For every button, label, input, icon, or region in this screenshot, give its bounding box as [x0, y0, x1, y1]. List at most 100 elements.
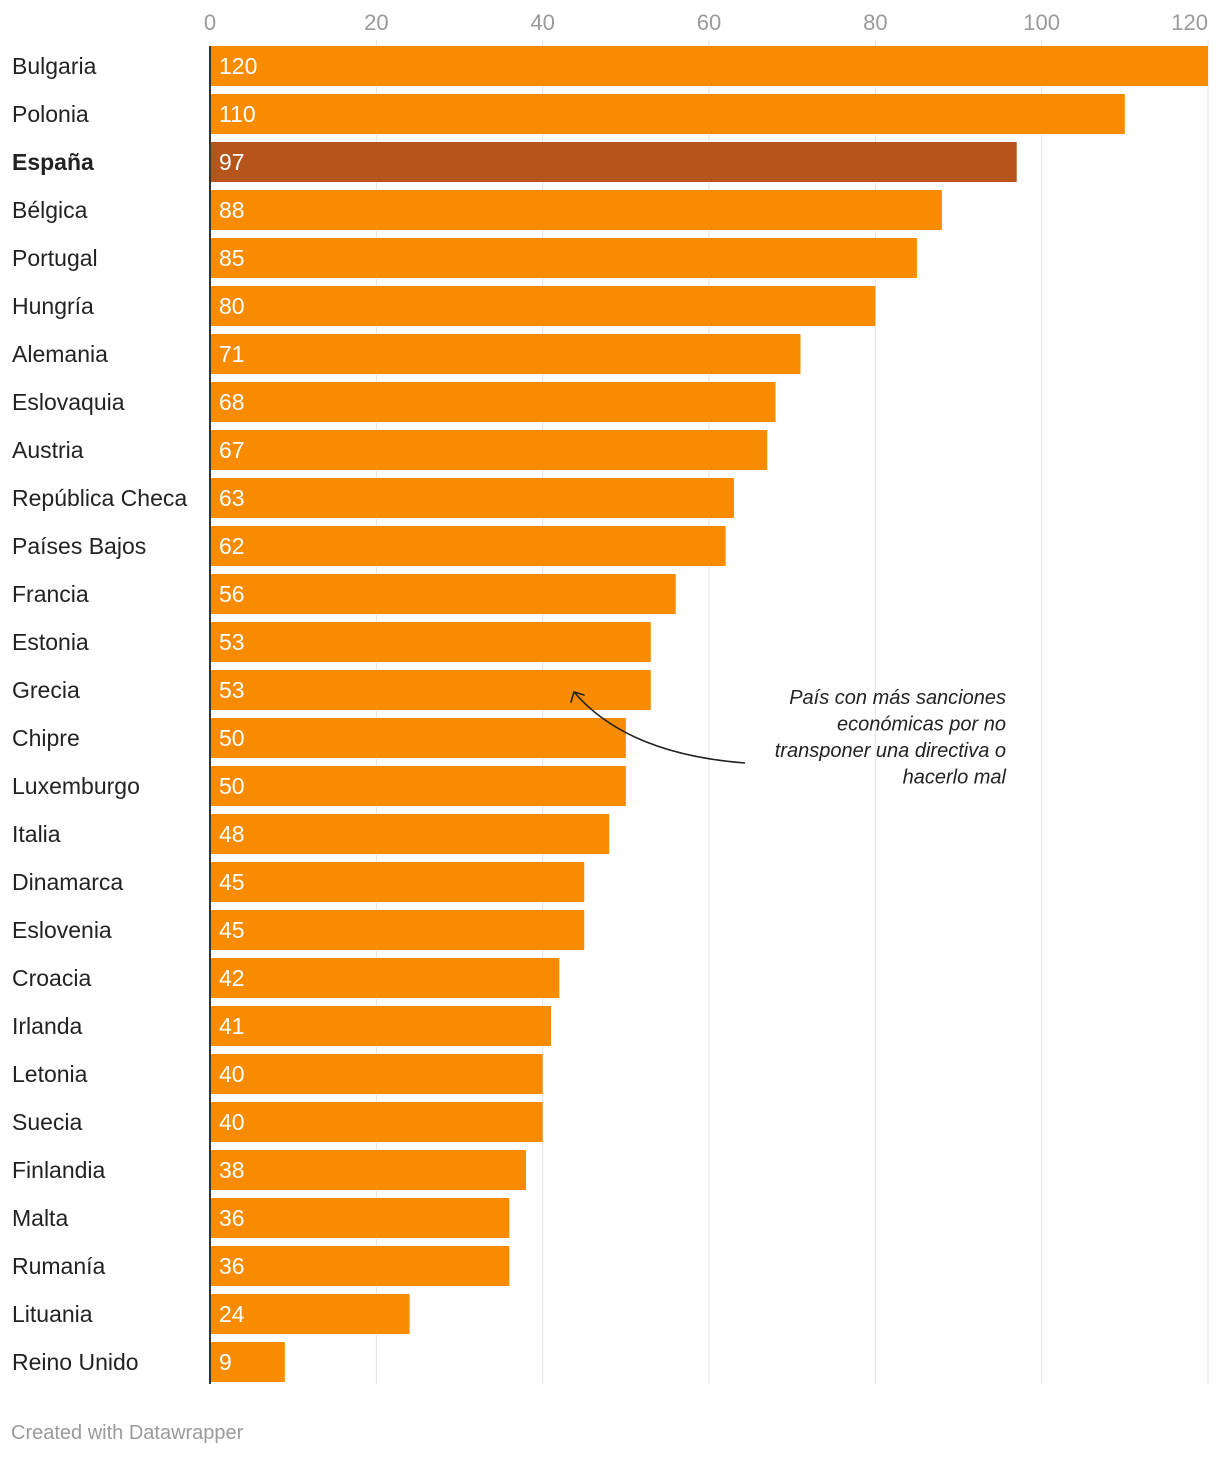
x-tick-label: 120	[1171, 10, 1208, 35]
category-label: Irlanda	[12, 1013, 83, 1039]
category-label: Letonia	[12, 1061, 88, 1087]
value-label: 62	[219, 533, 245, 559]
bar	[210, 334, 801, 374]
value-label: 24	[219, 1301, 245, 1327]
bar	[210, 382, 776, 422]
bar	[210, 142, 1017, 182]
value-label: 45	[219, 917, 245, 943]
category-label: Chipre	[12, 725, 80, 751]
category-label: Suecia	[12, 1109, 83, 1135]
bar	[210, 1342, 285, 1382]
x-tick-label: 0	[204, 10, 216, 35]
category-label: Lituania	[12, 1301, 93, 1327]
bar-chart: 0 20 40 60 80 100 120 120 Bulgaria 110 Polonia 97 Es…	[12, 10, 1209, 1384]
value-label: 53	[219, 629, 245, 655]
bar	[210, 430, 768, 470]
category-label: República Checa	[12, 485, 187, 511]
bar	[210, 1054, 543, 1094]
value-label: 50	[219, 725, 245, 751]
bar	[210, 718, 626, 758]
category-label: Luxemburgo	[12, 773, 140, 799]
arrow-head-icon	[570, 691, 585, 703]
value-label: 45	[219, 869, 245, 895]
value-label: 50	[219, 773, 245, 799]
bar	[210, 814, 610, 854]
bar	[210, 46, 1208, 86]
annotation-text: País con más sanciones	[789, 687, 1006, 709]
bar	[210, 1198, 510, 1238]
bar	[210, 478, 734, 518]
value-label: 110	[219, 101, 256, 127]
value-label: 85	[219, 245, 245, 271]
category-label: España	[12, 149, 94, 175]
category-label: Países Bajos	[12, 533, 146, 559]
category-label: Reino Unido	[12, 1349, 139, 1375]
bar	[210, 1150, 527, 1190]
bar	[210, 910, 585, 950]
annotation-text: económicas por no	[837, 714, 1006, 736]
category-label: Dinamarca	[12, 869, 123, 895]
bar	[210, 862, 585, 902]
value-label: 36	[219, 1205, 245, 1231]
value-label: 53	[219, 677, 245, 703]
category-label: Malta	[12, 1205, 68, 1231]
x-tick-label: 60	[697, 10, 721, 35]
category-label: Rumanía	[12, 1253, 106, 1279]
category-label: Eslovaquia	[12, 389, 125, 415]
value-label: 9	[219, 1349, 232, 1375]
category-label: Finlandia	[12, 1157, 106, 1183]
category-label: Grecia	[12, 677, 80, 703]
bar	[210, 1294, 410, 1334]
bar	[210, 574, 676, 614]
value-label: 80	[219, 293, 245, 319]
category-label: Portugal	[12, 245, 98, 271]
bar	[210, 1246, 510, 1286]
x-tick-label: 100	[1023, 10, 1060, 35]
value-label: 41	[219, 1013, 245, 1039]
bar	[210, 286, 876, 326]
x-tick-label: 20	[364, 10, 388, 35]
value-label: 40	[219, 1109, 245, 1135]
category-label: Francia	[12, 581, 89, 607]
category-label: Croacia	[12, 965, 91, 991]
value-label: 120	[219, 53, 257, 79]
value-label: 38	[219, 1157, 245, 1183]
value-label: 68	[219, 389, 245, 415]
value-label: 97	[219, 149, 245, 175]
bar	[210, 1102, 543, 1142]
value-label: 40	[219, 1061, 245, 1087]
bar	[210, 1006, 551, 1046]
value-label: 36	[219, 1253, 245, 1279]
category-label: Estonia	[12, 629, 89, 655]
bar	[210, 238, 917, 278]
category-label: Bélgica	[12, 197, 88, 223]
annotation-text: hacerlo mal	[903, 767, 1007, 789]
footer-credit[interactable]: Created with Datawrapper	[11, 1422, 244, 1444]
bar	[210, 526, 726, 566]
category-label: Bulgaria	[12, 53, 97, 79]
x-tick-label: 40	[530, 10, 554, 35]
category-label: Polonia	[12, 101, 89, 127]
value-label: 63	[219, 485, 245, 511]
category-label: Italia	[12, 821, 61, 847]
annotation-arrow	[573, 691, 746, 764]
bar	[210, 94, 1125, 134]
bar	[210, 190, 942, 230]
category-label: Hungría	[12, 293, 94, 319]
value-label: 42	[219, 965, 245, 991]
value-label: 48	[219, 821, 245, 847]
category-label: Eslovenia	[12, 917, 112, 943]
x-tick-label: 80	[863, 10, 887, 35]
bar	[210, 622, 651, 662]
value-label: 71	[219, 341, 245, 367]
value-label: 88	[219, 197, 245, 223]
value-label: 67	[219, 437, 245, 463]
bar	[210, 766, 626, 806]
bar	[210, 670, 651, 710]
bar	[210, 958, 560, 998]
category-label: Austria	[12, 437, 84, 463]
category-label: Alemania	[12, 341, 108, 367]
value-label: 56	[219, 581, 245, 607]
annotation-text: transponer una directiva o	[775, 740, 1006, 762]
